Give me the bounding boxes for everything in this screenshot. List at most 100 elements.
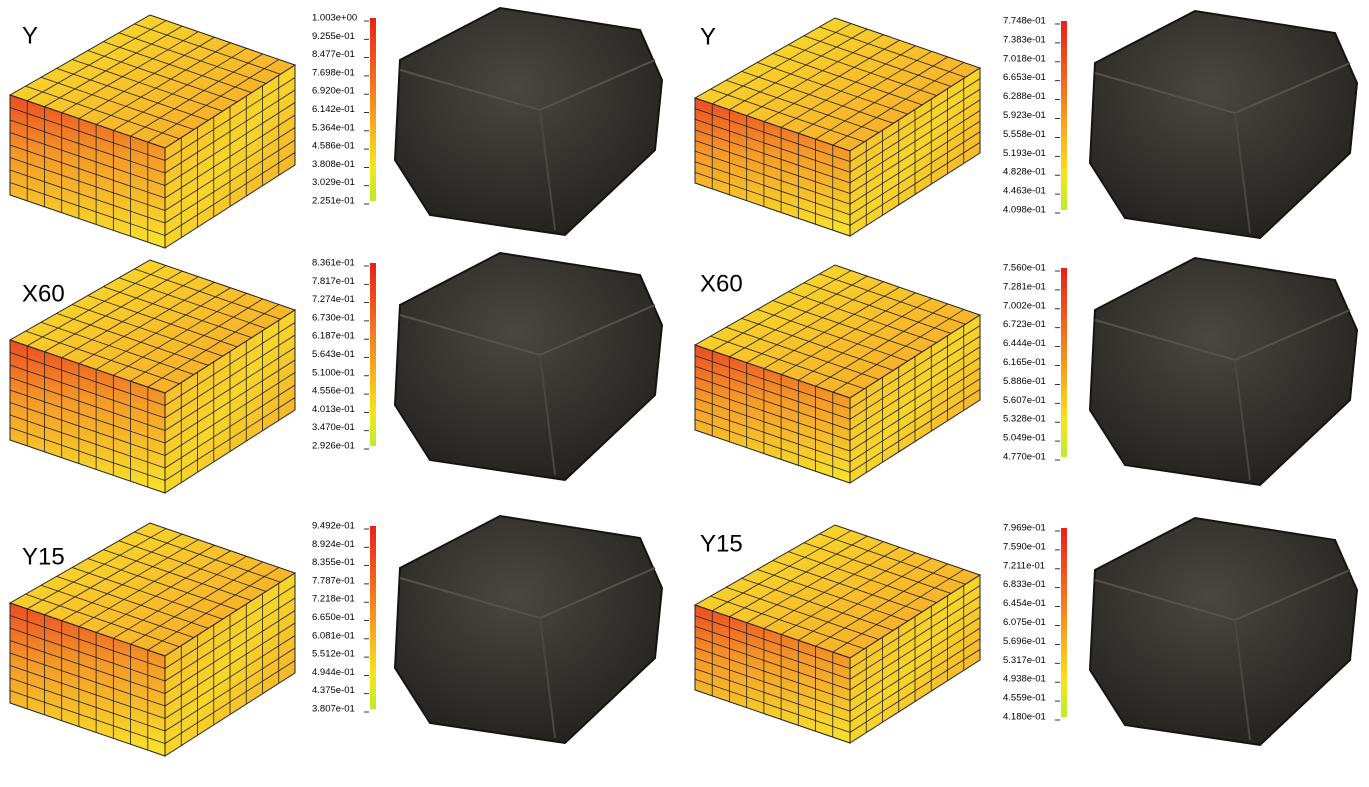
- mesh-line: [710, 595, 865, 650]
- mesh-line: [164, 622, 296, 707]
- mesh-line: [815, 563, 948, 647]
- mesh-line: [694, 647, 851, 701]
- mesh-line: [849, 606, 981, 691]
- mesh-line: [725, 79, 880, 133]
- mesh-line: [832, 309, 965, 393]
- legend-label: 5.923e-01: [1003, 110, 1046, 121]
- mesh-line: [694, 108, 851, 163]
- legend-label: 3.029e-01: [312, 177, 355, 188]
- mesh-line: [164, 322, 296, 406]
- mesh-line: [694, 355, 851, 410]
- legend-label: 6.653e-01: [1003, 72, 1046, 83]
- mesh-line: [849, 346, 981, 431]
- mesh-line: [849, 78, 981, 162]
- mesh-line: [9, 690, 166, 744]
- legend-label: 7.969e-01: [1003, 523, 1046, 534]
- mesh-line: [772, 300, 923, 353]
- mesh-line: [40, 584, 195, 638]
- legend-label: 6.454e-01: [1003, 598, 1046, 609]
- mesh-line: [44, 25, 183, 108]
- mesh-line: [9, 640, 166, 694]
- mesh-line: [9, 119, 166, 174]
- mesh-line: [56, 312, 209, 366]
- mesh-line: [772, 560, 923, 613]
- legend-label: 7.281e-01: [1003, 281, 1046, 292]
- legend-label: 5.328e-01: [1003, 414, 1046, 425]
- legend-label: 4.944e-01: [312, 667, 355, 678]
- mesh-line: [849, 335, 981, 420]
- mesh-line: [729, 535, 868, 618]
- legend-bar: [1061, 268, 1067, 457]
- mesh-line: [849, 367, 981, 452]
- mesh-line: [788, 44, 937, 97]
- mesh-line: [95, 550, 231, 633]
- mesh-line: [95, 42, 231, 125]
- legend-label: 5.607e-01: [1003, 395, 1046, 406]
- mesh-line: [9, 627, 166, 682]
- mesh-line: [694, 657, 851, 712]
- mesh-line: [164, 127, 296, 211]
- legend-label: 4.586e-01: [312, 141, 355, 152]
- mesh-line: [130, 298, 263, 382]
- mesh-line: [113, 555, 247, 639]
- mesh-line: [103, 41, 252, 94]
- mesh-line: [798, 297, 932, 381]
- mesh-line: [9, 364, 166, 419]
- legend-label: 4.013e-01: [312, 404, 355, 415]
- mesh-line: [164, 77, 296, 161]
- legend-label: 7.002e-01: [1003, 300, 1046, 311]
- legend-bar: [1061, 21, 1067, 210]
- mesh-line: [164, 372, 296, 456]
- legend-label: 4.559e-01: [1003, 693, 1046, 704]
- mesh-line: [40, 76, 195, 130]
- mesh-line: [61, 539, 199, 622]
- mesh-line: [712, 530, 852, 612]
- legend-label: 3.470e-01: [312, 422, 355, 433]
- mesh-line: [9, 402, 166, 456]
- panel: X60 7.560e-01 7.281e-01 7.002e-01 6.723e-01 6…: [693, 256, 1359, 487]
- legend-label: 5.364e-01: [312, 122, 355, 133]
- legend-label: 5.100e-01: [312, 367, 355, 378]
- mesh-line: [164, 635, 296, 719]
- legend-label: 5.049e-01: [1003, 433, 1046, 444]
- mesh-line: [815, 56, 948, 140]
- legend-label: 4.180e-01: [1003, 712, 1046, 723]
- mesh-line: [103, 549, 252, 602]
- mesh-line: [27, 265, 167, 347]
- legend-label: 3.807e-01: [312, 704, 355, 715]
- legend-label: 6.187e-01: [312, 331, 355, 342]
- mesh-line: [113, 292, 247, 376]
- mesh-line: [746, 34, 884, 117]
- mesh-line: [788, 551, 937, 604]
- mesh-line: [87, 50, 238, 103]
- legend-label: 6.730e-01: [312, 312, 355, 323]
- mesh-line: [9, 107, 166, 161]
- mesh-line: [95, 287, 231, 370]
- mesh-line: [849, 617, 981, 701]
- mesh-line: [694, 129, 851, 184]
- mesh-line: [710, 335, 865, 390]
- mesh-line: [746, 281, 884, 364]
- mesh-line: [164, 585, 296, 669]
- mesh-line: [741, 317, 894, 371]
- legend-label: 5.512e-01: [312, 649, 355, 660]
- mesh-line: [803, 35, 952, 87]
- mesh-line: [25, 593, 180, 648]
- legend-label: 8.355e-01: [312, 557, 355, 568]
- panel-label: Y: [22, 22, 38, 49]
- mesh-line: [147, 59, 280, 143]
- mesh-line: [712, 270, 852, 352]
- mesh-line: [694, 118, 851, 173]
- legend-bar: [370, 526, 376, 709]
- mesh-line: [780, 552, 916, 635]
- mesh-line: [849, 649, 981, 733]
- mesh-line: [710, 88, 865, 143]
- legend-label: 7.560e-01: [1003, 263, 1046, 274]
- legend-label: 6.075e-01: [1003, 617, 1046, 628]
- legend-label: 4.938e-01: [1003, 674, 1046, 685]
- mesh-line: [147, 304, 280, 388]
- mesh-line: [56, 575, 209, 629]
- mesh-line: [61, 276, 199, 359]
- mesh-line: [164, 660, 296, 744]
